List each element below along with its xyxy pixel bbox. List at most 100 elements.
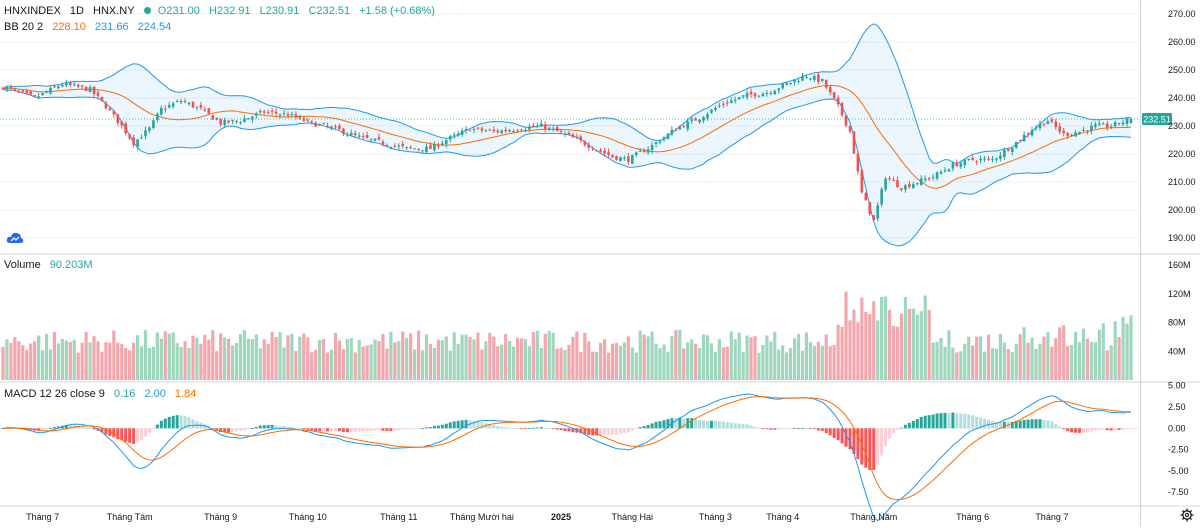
candle-body [579,136,583,141]
volume-bar [112,330,116,380]
candle [171,101,175,109]
macd-histogram-bar [630,428,634,431]
macd-histogram-bar [104,428,108,435]
candle-body [820,78,824,81]
cloud-icon[interactable] [6,231,24,245]
interval-label[interactable]: 1D [69,5,84,17]
macd-histogram-bar [41,428,45,431]
macd-histogram-bar [349,428,353,432]
bb-legend[interactable]: BB 20 2 228.10 231.66 224.54 [4,20,177,34]
candle [425,143,428,154]
candle [219,118,222,127]
candle [464,126,468,134]
volume-bar [1093,342,1097,380]
volume-bar [508,340,512,380]
volume-bar [298,336,302,380]
volume-bar [266,344,270,380]
candle [472,126,476,133]
candle-body [583,141,587,146]
candle [551,125,555,132]
candle-body [84,86,88,91]
bb-basis-value: 228.10 [52,21,86,33]
candle-body [1030,129,1034,136]
macd-histogram-bar [306,428,310,430]
macd-histogram-bar [298,428,302,430]
candle [247,118,250,120]
volume-bar [1085,338,1090,380]
volume-bar [302,333,306,380]
candle-body [1086,130,1089,132]
macd-histogram-bar [725,422,729,429]
candle [619,156,622,162]
macd-histogram-bar [1034,419,1038,429]
macd-histogram-bar [88,428,92,429]
macd-histogram-bar [108,428,112,437]
macd-legend[interactable]: MACD 12 26 close 9 0.16 2.00 1.84 [4,387,202,401]
volume-bar [943,346,947,380]
candle [1046,119,1050,125]
volume-bar [880,296,884,380]
volume-bar [531,332,535,380]
volume-axis-label: 40M [1168,346,1186,356]
candle [508,128,511,133]
volume-bar [939,337,943,380]
volume-bar [626,336,630,380]
candle-body [848,126,852,132]
volume-bar [1002,342,1006,380]
candle-body [480,128,484,131]
candle-body [361,135,365,137]
candle-body [349,132,353,136]
volume-bar [294,351,298,380]
candle [484,128,488,132]
candle-body [1007,149,1010,151]
price-axis-label: 190.00 [1168,233,1196,243]
last-price-label: 232.51 [1143,114,1171,124]
candle-body [844,115,848,126]
change-value: +1.58 (+0.68%) [359,5,435,17]
candle-body [385,145,389,147]
candle [864,191,868,201]
macd-histogram-bar [428,427,432,429]
volume-bar [741,352,745,380]
candle-body [322,123,325,125]
volume-legend[interactable]: Volume 90.203M [4,258,99,272]
gear-icon[interactable] [1180,508,1194,522]
candle-body [37,96,40,98]
macd-histogram-bar [68,425,72,429]
candle [892,176,895,181]
macd-histogram-bar [373,428,377,431]
candle-body [864,192,868,201]
candle [900,188,903,192]
macd-axis-label: -2.50 [1168,445,1189,455]
candle [1042,123,1046,127]
candle [729,97,733,104]
candle [979,155,982,164]
candle [409,145,412,150]
macd-histogram-bar [567,428,571,432]
volume-bar [436,339,440,380]
symbol-label[interactable]: HNXINDEX [4,5,61,17]
volume-bar [68,342,72,380]
candle [330,125,333,131]
candle [832,92,836,100]
volume-bar [325,352,330,380]
volume-bar [151,346,155,380]
candle-body [492,129,496,132]
macd-line [2,393,1132,522]
signal-line [2,396,1132,501]
macd-histogram-bar [231,428,235,432]
candle-body [737,97,741,100]
volume-bar [1014,343,1018,380]
volume-bar [124,347,128,380]
macd-histogram-bar [159,420,163,429]
volume-bar [674,329,678,380]
macd-histogram-bar [666,419,670,429]
volume-bar [1101,323,1105,380]
candle [987,156,990,162]
volume-bar [527,345,531,380]
volume-bar [982,351,987,380]
macd-histogram-bar [318,428,322,432]
candle-body [670,129,674,135]
